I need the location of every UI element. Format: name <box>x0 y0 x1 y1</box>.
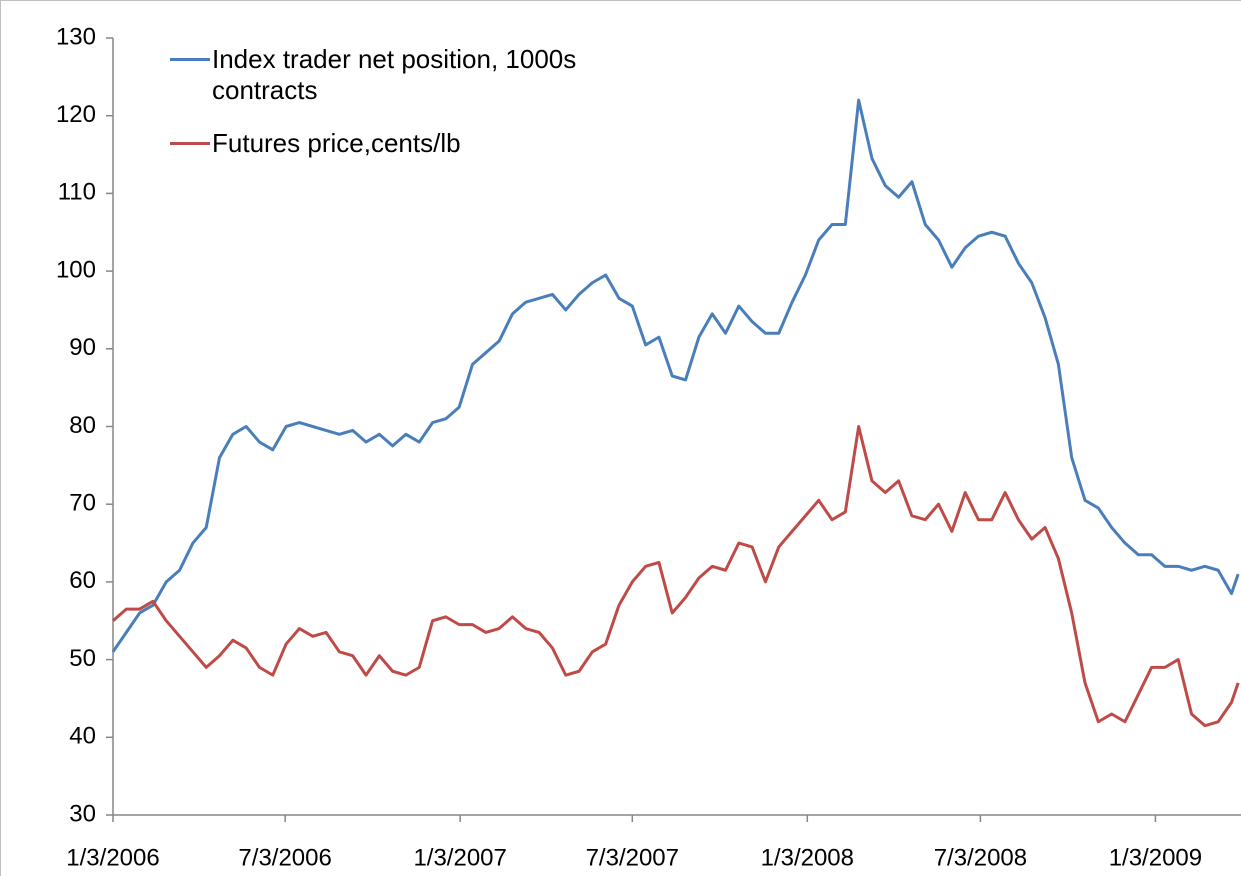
y-tick-label: 30 <box>69 800 96 827</box>
y-tick-label: 70 <box>69 490 96 517</box>
legend-swatch <box>170 142 210 145</box>
y-tick-label: 50 <box>69 645 96 672</box>
y-tick-label: 60 <box>69 567 96 594</box>
x-tick-label: 7/3/2006 <box>238 844 331 871</box>
x-tick-label: 1/3/2009 <box>1109 844 1202 871</box>
x-tick-label: 1/3/2007 <box>413 844 506 871</box>
y-tick-label: 90 <box>69 334 96 361</box>
y-tick-label: 120 <box>56 101 96 128</box>
x-tick-label: 1/3/2006 <box>66 844 159 871</box>
y-tick-label: 110 <box>58 179 96 206</box>
x-tick-label: 7/3/2007 <box>586 844 679 871</box>
y-tick-label: 80 <box>69 412 96 439</box>
y-tick-label: 40 <box>69 723 96 750</box>
series-line <box>111 98 1240 653</box>
legend-swatch <box>170 58 210 61</box>
legend-label: Futures price,cents/lb <box>212 128 461 158</box>
series-line <box>112 425 1240 728</box>
legend-label: Index trader net position, 1000s contrac… <box>212 44 577 105</box>
x-tick-label: 1/3/2008 <box>761 844 854 871</box>
y-tick-label: 130 <box>56 23 96 50</box>
x-tick-label: 7/3/2008 <box>934 844 1027 871</box>
y-tick-label: 100 <box>56 256 96 283</box>
